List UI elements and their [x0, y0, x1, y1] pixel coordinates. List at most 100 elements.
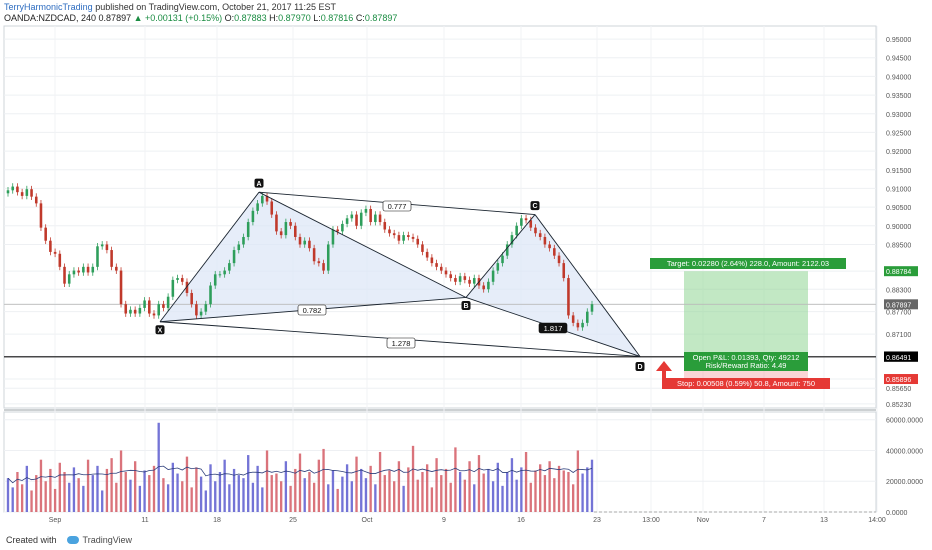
candle-body — [242, 236, 245, 245]
brand-text[interactable]: TradingView — [82, 535, 133, 545]
candle-body — [303, 240, 306, 245]
candle-body — [105, 244, 109, 251]
volume-bar — [383, 475, 386, 512]
volume-bar — [190, 487, 193, 512]
volume-bar — [25, 465, 29, 512]
volume-bar — [581, 473, 584, 512]
candle-body — [110, 250, 113, 267]
volume-bar — [586, 467, 589, 512]
candle-body — [515, 225, 518, 236]
candle-body — [279, 231, 283, 236]
entry-arrow-icon — [656, 361, 672, 378]
pattern-leg-ab — [258, 191, 467, 298]
author-name[interactable]: TerryHarmonicTrading — [4, 2, 93, 12]
volume-bar — [473, 484, 476, 512]
volume-tick-label: 0.0000 — [886, 510, 908, 517]
candle-body — [562, 263, 566, 279]
candle-body — [96, 246, 99, 267]
candle-body — [576, 322, 580, 328]
candle-body — [487, 281, 490, 290]
candle-body — [91, 266, 95, 273]
candle-body — [444, 270, 448, 275]
volume-bar — [393, 481, 396, 512]
candle-body — [190, 292, 193, 305]
candle-body — [468, 279, 471, 284]
ratio-label: 0.777 — [388, 202, 407, 211]
low-value: 0.87816 — [320, 13, 354, 23]
candle-body — [571, 315, 575, 323]
candle-body — [397, 235, 401, 241]
volume-bar — [477, 455, 481, 512]
volume-bar — [171, 462, 175, 512]
trade-zone — [4, 271, 876, 380]
candle-body — [501, 255, 504, 264]
volume-bar — [571, 484, 575, 512]
candle-body — [124, 304, 128, 314]
tradingview-logo-icon[interactable] — [66, 536, 79, 544]
candle-body — [115, 266, 118, 271]
volume-bar — [129, 479, 132, 512]
pattern-point-label: B — [463, 303, 468, 310]
candle-body — [458, 276, 462, 282]
volume-bar — [49, 468, 52, 512]
volume-bar — [454, 447, 457, 512]
candle-body — [237, 244, 241, 251]
candle-body — [326, 244, 330, 271]
candle-body — [185, 281, 189, 293]
candle-body — [345, 218, 349, 224]
volume-tick-label: 60000.0000 — [886, 418, 923, 425]
volume-bar — [322, 448, 325, 512]
candle-body — [336, 229, 339, 232]
candle-body — [86, 266, 90, 273]
candle-body — [204, 304, 208, 312]
y-tick-label: 0.92000 — [886, 149, 911, 156]
volume-bar — [341, 476, 344, 512]
candle-body — [256, 203, 259, 211]
y-tick-label: 0.85650 — [886, 386, 911, 393]
volume-bar — [77, 478, 80, 512]
volume-bar — [44, 481, 47, 512]
candle-body — [298, 236, 302, 245]
candle-body — [378, 214, 382, 223]
candle-body — [58, 253, 62, 267]
candle-body — [567, 278, 570, 316]
candle-body — [392, 233, 396, 236]
volume-bar — [407, 467, 410, 512]
volume-bar — [115, 482, 118, 512]
axes: 0.95000 0.94500 0.94000 0.93500 0.93000 0.925… — [49, 37, 918, 524]
candle-body — [157, 304, 160, 316]
pattern-point-label: D — [637, 364, 642, 371]
volume-bar — [68, 482, 71, 512]
volume-bar — [336, 488, 339, 512]
candle-body — [270, 201, 274, 215]
candle-body — [176, 278, 179, 280]
candle-body — [30, 189, 33, 197]
volume-bar — [444, 468, 448, 512]
candle-body — [369, 208, 372, 223]
volume-bar — [148, 475, 151, 512]
volume-bar — [567, 472, 570, 512]
candle-body — [510, 235, 514, 245]
y-tick-label: 0.94500 — [886, 56, 911, 63]
candle-body — [246, 222, 250, 237]
volume-bar — [463, 479, 467, 512]
price-tag-bg — [884, 374, 918, 385]
candle-body — [129, 309, 132, 314]
volume-bar — [237, 475, 240, 512]
x-tick-label: Nov — [697, 517, 710, 524]
volume-bar — [557, 465, 561, 512]
x-tick-label: Oct — [362, 517, 373, 524]
candle-body — [77, 270, 80, 273]
target-label-bg — [650, 258, 846, 269]
high-label: H: — [269, 13, 279, 23]
volume-bar — [355, 456, 358, 512]
y-tick-label: 0.93000 — [886, 112, 911, 119]
volume-bar — [515, 479, 518, 512]
volume-bar — [204, 490, 207, 512]
candle-body — [383, 222, 387, 230]
candle-body — [67, 274, 71, 284]
ratio-label-bg — [382, 200, 412, 212]
candle-body — [20, 192, 24, 196]
volume-bar — [279, 481, 283, 512]
